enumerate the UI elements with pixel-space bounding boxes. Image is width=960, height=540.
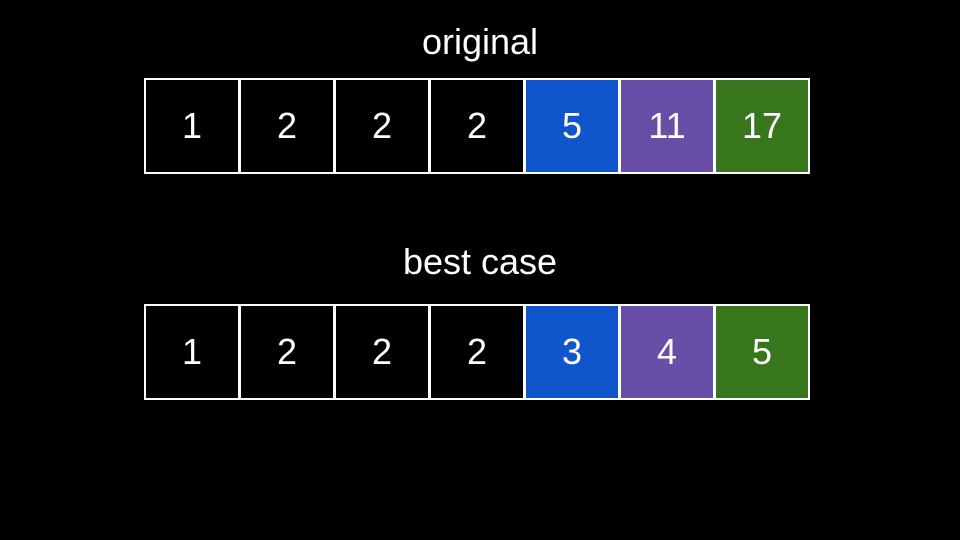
best-case-array: 1 2 2 2 3 4 5 [144, 304, 816, 400]
original-title: original [421, 21, 539, 62]
best-case-title: best case [402, 241, 558, 282]
array-cell: 11 [619, 78, 715, 174]
array-cell: 1 [144, 304, 240, 400]
array-cell: 4 [619, 304, 715, 400]
array-cell: 2 [429, 304, 525, 400]
array-cell: 2 [334, 78, 430, 174]
array-cell: 5 [524, 78, 620, 174]
array-cell: 2 [334, 304, 430, 400]
array-cell: 2 [429, 78, 525, 174]
array-cell: 5 [714, 304, 810, 400]
array-cell: 1 [144, 78, 240, 174]
array-cell: 17 [714, 78, 810, 174]
array-cell: 2 [239, 78, 335, 174]
array-cell: 2 [239, 304, 335, 400]
original-array: 1 2 2 2 5 11 17 [144, 78, 816, 174]
array-cell: 3 [524, 304, 620, 400]
